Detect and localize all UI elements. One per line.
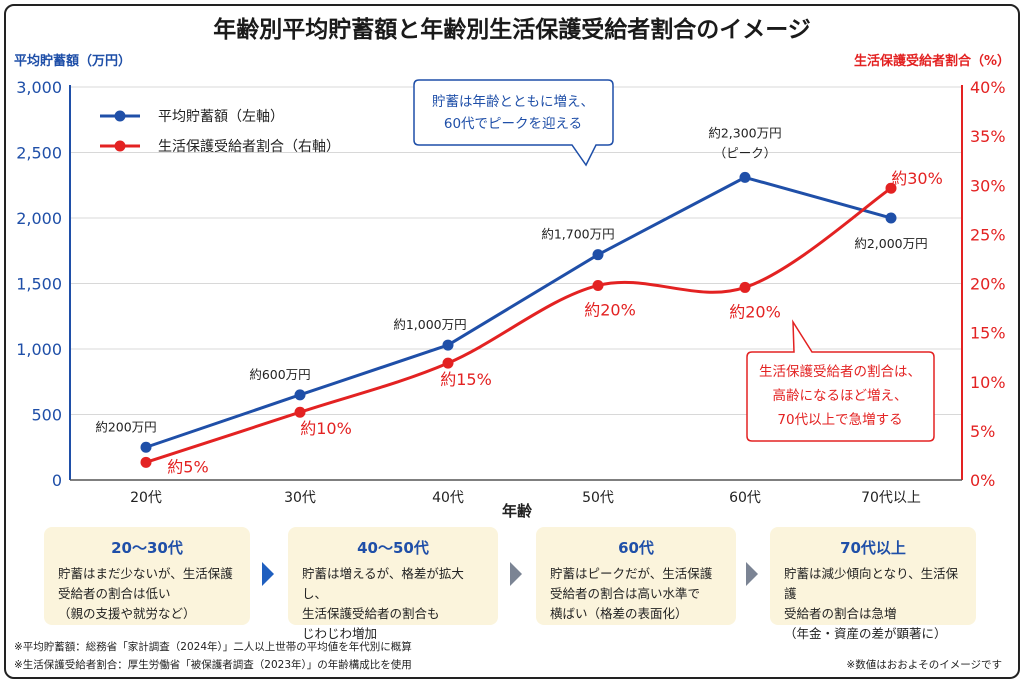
y-tick-right-label: 35% xyxy=(970,127,1006,146)
data-label-welfare: 約30% xyxy=(891,169,943,188)
y-tick-left-label: 1,000 xyxy=(16,340,62,359)
x-tick-label: 70代以上 xyxy=(861,490,921,506)
y-tick-left-label: 2,500 xyxy=(16,144,62,163)
data-point-welfare xyxy=(885,182,897,194)
data-label-savings: 約2,000万円 xyxy=(854,236,927,251)
data-point-savings xyxy=(885,212,897,224)
callout-welfare-box xyxy=(746,319,935,442)
stage-title: 60代 xyxy=(618,539,654,557)
source-note-welfare: ※生活保護受給者割合：厚生労働省「被保護者調査（2023年）」の年齢構成比を使用 xyxy=(14,659,412,671)
y-tick-right-label: 10% xyxy=(970,373,1006,392)
callout-welfare-text: 70代以上で急増する xyxy=(777,412,902,428)
data-point-savings xyxy=(442,339,454,351)
x-axis-title: 年齢 xyxy=(502,502,533,520)
y-tick-right-label: 40% xyxy=(970,78,1006,97)
data-label-savings: 約1,700万円 xyxy=(541,227,614,242)
data-point-savings xyxy=(294,389,306,401)
stage-title: 20～30代 xyxy=(111,539,183,557)
data-label-welfare: 約5% xyxy=(167,457,208,476)
stage-body: 貯蓄は減少傾向となり、生活保護 受給者の割合は急増 （年金・資産の差が顕著に） xyxy=(784,566,959,641)
legend-label-savings: 平均貯蓄額（左軸） xyxy=(158,109,284,125)
x-tick-label: 40代 xyxy=(432,490,464,506)
stage-box-60: 60代 貯蓄はピークだが、生活保護 受給者の割合は高い水準で 横ばい（格差の表面… xyxy=(536,527,736,625)
y-tick-left-label: 0 xyxy=(52,471,62,490)
dual-axis-line-chart: 0 500 1,000 1,500 2,000 2,500 3,000 0% 5% 10% 15% 2… xyxy=(16,78,1006,520)
legend-marker-welfare xyxy=(114,140,126,152)
callout-savings-text: 60代でピークを迎える xyxy=(444,116,582,132)
legend-label-welfare: 生活保護受給者割合（右軸） xyxy=(158,138,340,155)
y-tick-left-label: 500 xyxy=(31,406,62,425)
callout-welfare-text: 生活保護受給者の割合は、 xyxy=(759,363,921,380)
arrow-right-icon xyxy=(510,562,522,586)
series-line-savings xyxy=(145,175,892,449)
data-label-welfare: 約10% xyxy=(300,419,352,438)
data-label-welfare: 約20% xyxy=(729,302,781,321)
y-tick-right-label: 5% xyxy=(970,422,995,441)
source-note-savings: ※平均貯蓄額：総務省「家計調査（2024年）」二人以上世帯の平均値を年代別に概算 xyxy=(14,641,412,653)
stage-body: 貯蓄はまだ少ないが、生活保護 受給者の割合は低い （親の支援や就労など） xyxy=(58,566,233,621)
stage-title: 70代以上 xyxy=(840,539,906,557)
data-point-savings xyxy=(739,171,751,183)
series-line-welfare xyxy=(145,186,892,464)
stage-body: 貯蓄は増えるが、格差が拡大し、 生活保護受給者の割合も じわじわ増加 xyxy=(302,566,464,641)
data-label-savings: 約1,000万円 xyxy=(393,317,466,332)
data-label-welfare: 約15% xyxy=(440,370,492,389)
data-label-welfare: 約20% xyxy=(584,300,636,319)
data-point-savings xyxy=(140,441,152,453)
data-point-welfare xyxy=(294,406,306,418)
callout-savings-text: 貯蓄は年齢とともに増え、 xyxy=(432,94,594,110)
disclaimer-note: ※数値はおおよそのイメージです xyxy=(846,659,1002,671)
y-tick-right-label: 30% xyxy=(970,176,1006,195)
y-tick-left-label: 1,500 xyxy=(16,275,62,294)
callout-savings-box xyxy=(413,79,614,167)
data-label-savings: 約200万円 xyxy=(95,419,156,434)
legend-marker-savings xyxy=(114,110,126,122)
x-tick-label: 50代 xyxy=(582,490,614,506)
y-tick-right-label: 20% xyxy=(970,275,1006,294)
y-tick-right-label: 0% xyxy=(970,471,995,490)
callout-welfare-text: 高齢になるほど増え、 xyxy=(773,387,908,404)
stage-box-40-50: 40～50代 貯蓄は増えるが、格差が拡大し、 生活保護受給者の割合も じわじわ増… xyxy=(288,527,498,641)
data-point-welfare xyxy=(140,456,152,468)
y-tick-right-label: 15% xyxy=(970,324,1006,343)
data-point-welfare xyxy=(739,281,751,293)
stage-box-20-30: 20～30代 貯蓄はまだ少ないが、生活保護 受給者の割合は低い （親の支援や就労… xyxy=(44,527,250,625)
y-axis-right-title: 生活保護受給者割合（%） xyxy=(853,54,1010,69)
data-point-welfare xyxy=(592,279,604,291)
x-tick-label: 30代 xyxy=(284,490,316,506)
data-label-savings: 約2,300万円 xyxy=(708,125,781,140)
y-tick-right-label: 25% xyxy=(970,225,1006,244)
arrow-right-icon xyxy=(262,562,274,586)
x-tick-label: 60代 xyxy=(729,490,761,506)
x-tick-label: 20代 xyxy=(130,490,162,506)
data-point-savings xyxy=(592,249,604,261)
y-axis-left-title: 平均貯蓄額（万円） xyxy=(14,54,132,69)
y-tick-left-label: 2,000 xyxy=(16,209,62,228)
chart-title: 年齢別平均貯蓄額と年齢別生活保護受給者割合のイメージ xyxy=(213,17,811,43)
arrow-right-icon xyxy=(746,562,758,586)
data-point-welfare xyxy=(442,357,454,369)
peak-label: （ピーク） xyxy=(714,145,777,160)
y-tick-left-label: 3,000 xyxy=(16,78,62,97)
data-label-savings: 約600万円 xyxy=(249,367,310,382)
stage-title: 40～50代 xyxy=(357,539,429,557)
figure-frame xyxy=(4,4,1020,679)
stage-box-70: 70代以上 貯蓄は減少傾向となり、生活保護 受給者の割合は急増 （年金・資産の差… xyxy=(770,527,976,641)
stage-body: 貯蓄はピークだが、生活保護 受給者の割合は高い水準で 横ばい（格差の表面化） xyxy=(550,566,713,621)
